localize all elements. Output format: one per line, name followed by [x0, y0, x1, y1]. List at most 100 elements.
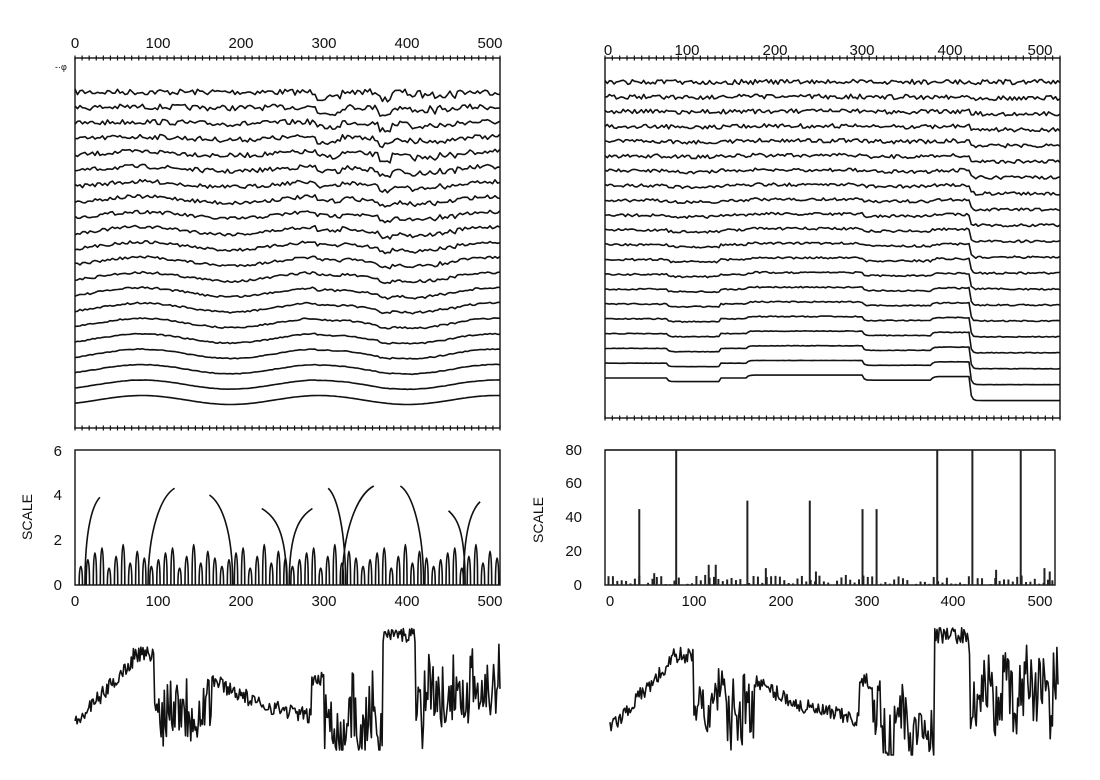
left-scale-minor-curve	[134, 550, 140, 586]
left-scale-minor-curve	[388, 567, 394, 586]
right-scale-ytick-label: 0	[574, 577, 582, 594]
left-scale-minor-curve	[325, 555, 331, 586]
left-signal-panel	[74, 627, 501, 751]
left-stack-corner-mark: -·φ	[55, 62, 67, 72]
left-scale-minor-curve	[367, 559, 373, 586]
left-stack-ticks	[74, 55, 501, 431]
left-scale-minor-curve	[233, 552, 239, 586]
left-scale-minor-curve	[212, 557, 218, 586]
left-stack-trace	[74, 301, 501, 315]
right-signal-line	[609, 626, 1059, 756]
left-scale-minor-curve	[247, 567, 253, 586]
left-scale-curve	[327, 487, 347, 586]
right-stack-xtick-label: 500	[1027, 42, 1052, 59]
right-scale-bars	[605, 449, 1055, 585]
right-stack-trace	[604, 152, 1061, 164]
left-scale-minor-curve	[254, 555, 260, 586]
right-stack-trace	[604, 182, 1061, 196]
left-scale-minor-curve	[99, 547, 105, 586]
left-stack-trace	[74, 163, 501, 179]
left-scale-minor-curve	[332, 544, 338, 586]
right-stack-trace	[604, 329, 1061, 354]
left-stack-trace	[74, 270, 501, 285]
left-stack-trace	[74, 178, 501, 194]
left-scale-minor-curve	[431, 565, 437, 586]
left-scale-minor-curve	[452, 547, 458, 586]
left-scale-minor-curve	[268, 562, 274, 586]
left-scale-minor-curve	[318, 567, 324, 586]
left-scale-minor-curve	[346, 550, 352, 586]
right-stack-trace	[604, 167, 1061, 180]
right-stack-trace	[604, 226, 1061, 244]
left-scale-minor-curve	[402, 544, 408, 586]
left-scale-curves	[78, 485, 500, 586]
left-scale-minor-curve	[290, 565, 295, 586]
left-scale-xticks: 0 100 200 300 400 500	[71, 593, 503, 610]
left-scale-minor-curve	[445, 552, 451, 586]
right-stack-trace	[605, 315, 1061, 339]
left-scale-minor-curve	[170, 547, 175, 586]
right-scale-xtick-label: 400	[940, 593, 965, 610]
left-scale-minor-curve	[395, 555, 401, 586]
left-scale-minor-curve	[339, 562, 345, 586]
right-scale-ytick-label: 20	[565, 543, 582, 560]
left-scale-curve	[447, 510, 466, 586]
right-scale-ytick-label: 40	[565, 509, 582, 526]
right-stack-trace	[604, 78, 1061, 86]
left-stack-trace	[74, 285, 501, 300]
left-stack-xtick-label: 100	[145, 35, 170, 52]
left-stack-trace	[74, 240, 501, 255]
right-scale-xticks: 0 100 200 300 400 500	[606, 593, 1053, 610]
right-stack-trace	[604, 241, 1061, 260]
left-scale-minor-curve	[198, 562, 204, 586]
left-scale-minor-curve	[155, 559, 161, 586]
left-stack-xtick-label: 400	[394, 35, 419, 52]
left-scale-minor-curve	[374, 552, 380, 586]
left-scale-minor-curve	[92, 552, 98, 586]
left-scale-minor-curve	[466, 555, 472, 586]
left-scale-curve	[399, 485, 425, 586]
left-scale-minor-curve	[219, 565, 225, 586]
left-scale-xtick-label: 100	[145, 593, 170, 610]
left-stack-xtick-label: 300	[311, 35, 336, 52]
left-scale-xtick-label: 500	[477, 593, 502, 610]
left-stack-xtick-label: 500	[477, 35, 502, 52]
left-scale-ytick-label: 4	[54, 487, 62, 504]
left-scale-minor-curve	[360, 565, 366, 586]
left-scale-curve	[84, 496, 101, 586]
left-stack-trace	[74, 194, 501, 208]
left-scale-minor-curve	[148, 565, 154, 586]
left-scale-ytick-label: 0	[54, 577, 62, 594]
left-stack-trace	[74, 317, 500, 330]
left-stack-trace	[74, 148, 501, 164]
left-scale-minor-curve	[311, 547, 317, 586]
left-scale-xtick-label: 300	[311, 593, 336, 610]
left-stack-trace	[75, 347, 501, 360]
left-scale-ylabel: SCALE	[19, 494, 35, 540]
left-stack-trace	[74, 394, 501, 406]
left-scale-minor-curve	[381, 547, 387, 586]
right-stack-trace	[605, 374, 1060, 402]
left-signal-line	[74, 627, 501, 751]
left-scale-minor-curve	[120, 544, 126, 586]
right-scale-xtick-label: 0	[606, 593, 614, 610]
right-stack-trace	[604, 270, 1061, 291]
right-stack-tick-labels: 0 100 200 300 400 500	[604, 42, 1053, 59]
right-scale-panel: SCALE 0 20 40 60 80 0 100 200 300 400 50…	[530, 442, 1056, 610]
left-scale-minor-curve	[141, 557, 147, 586]
left-stack-trace	[74, 118, 501, 133]
left-scale-minor-curve	[275, 550, 281, 586]
left-scale-minor-curve	[205, 550, 211, 586]
left-scale-minor-curve	[163, 552, 168, 586]
right-stack-trace	[604, 123, 1061, 133]
left-stack-trace	[74, 133, 501, 149]
left-scale-minor-curve	[409, 562, 415, 586]
right-scale-xtick-label: 300	[854, 593, 879, 610]
left-stack-panel: -·φ 0 100 200 300 400 500	[55, 35, 503, 431]
left-scale-minor-curve	[480, 562, 486, 586]
right-stack-trace	[604, 300, 1061, 323]
left-scale-minor-curve	[424, 557, 429, 586]
left-scale-minor-curve	[78, 565, 84, 586]
right-scale-xtick-label: 100	[681, 593, 706, 610]
